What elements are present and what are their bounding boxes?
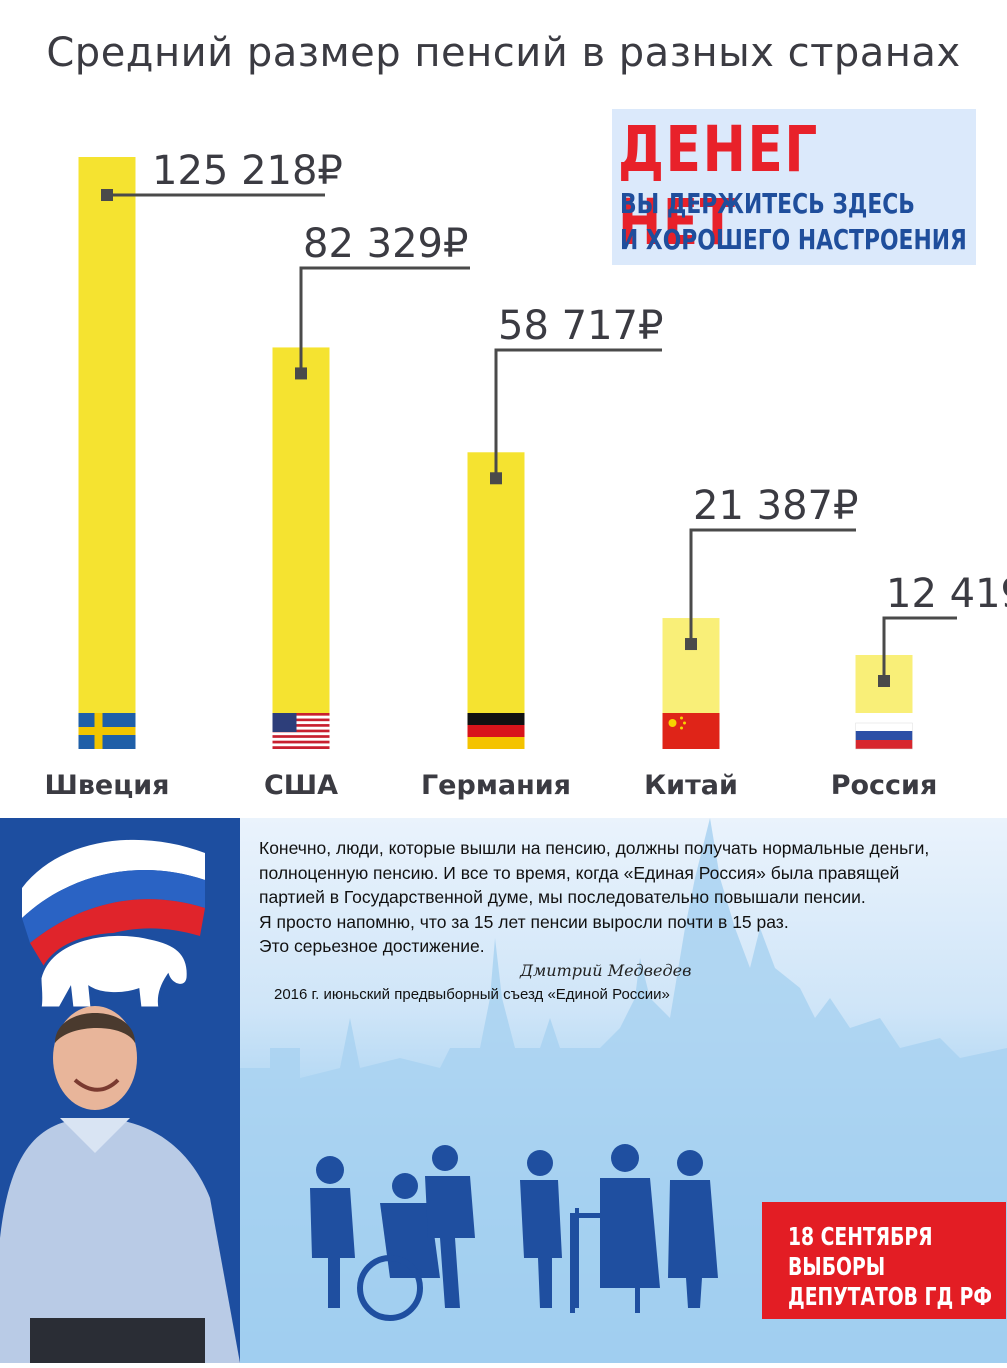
flag-ribbon-blue <box>22 869 205 943</box>
pension-bar-chart: 125 218₽ Швеция 82 329₽ США 58 717₽ Германия 2… <box>44 148 1007 801</box>
leader-line-1 <box>299 266 470 374</box>
quote-block: Конечно, люди, которые вышли на пенсию, … <box>259 836 999 959</box>
category-label-1: США <box>264 770 338 801</box>
leader-line-3 <box>689 528 856 645</box>
category-label-2: Германия <box>421 770 571 801</box>
category-label-0: Швеция <box>44 770 169 801</box>
usa-flag <box>272 713 330 749</box>
party-panel <box>0 818 240 1363</box>
category-label-4: Россия <box>831 770 938 801</box>
election-line-2: ВЫБОРЫ <box>788 1252 886 1281</box>
leader-line-4 <box>882 616 957 681</box>
bear-icon <box>38 932 190 1010</box>
russia-flag <box>855 722 913 750</box>
quote-line: Это серьезное достижение. <box>259 936 485 956</box>
leader-line-2 <box>494 348 662 479</box>
category-label-3: Китай <box>644 770 738 801</box>
bar-1 <box>272 347 330 713</box>
stamp-line-2: И ХОРОШЕГО НАСТРОЕНИЯ <box>620 223 967 256</box>
election-date: 18 СЕНТЯБРЯ <box>788 1222 933 1251</box>
bar-0 <box>78 157 136 713</box>
election-line-3: ДЕПУТАТОВ ГД РФ <box>788 1282 993 1311</box>
politician-portrait <box>0 1006 240 1363</box>
chart-title: Средний размер пенсий в разных странах <box>46 30 961 76</box>
germany-flag <box>467 713 525 749</box>
elderly-people-silhouettes <box>310 1144 718 1321</box>
flag-ribbon-red <box>30 899 205 968</box>
quote-line: полноценную пенсию. И все то время, когд… <box>259 862 900 883</box>
quote-line: партией в Государственной думе, мы после… <box>259 887 866 907</box>
data-label-0: 125 218₽ <box>152 148 343 194</box>
china-flag <box>662 713 720 749</box>
data-label-3: 21 387₽ <box>693 483 858 529</box>
quote-line: Я просто напомню, что за 15 лет пенсии в… <box>259 911 789 932</box>
flag-ribbon-white <box>22 839 205 918</box>
quote-line: Конечно, люди, которые вышли на пенсию, … <box>259 838 930 858</box>
no-money-stamp: ДЕНЕГ НЕТ ВЫ ДЕРЖИТЕСЬ ЗДЕСЬ И ХОРОШЕГО … <box>612 109 976 265</box>
party-logo-and-portrait <box>0 839 240 1363</box>
data-label-1: 82 329₽ <box>303 221 468 267</box>
data-label-4: 12 419₽ <box>886 571 1007 617</box>
stamp-headline: ДЕНЕГ НЕТ <box>618 113 819 259</box>
stamp-line-1: ВЫ ДЕРЖИТЕСЬ ЗДЕСЬ <box>620 187 915 220</box>
sweden-flag <box>78 713 136 749</box>
data-label-2: 58 717₽ <box>498 303 663 349</box>
quote-signature: Дмитрий Медведев <box>520 961 692 980</box>
quote-source: 2016 г. июньский предвыборный съезд «Еди… <box>274 986 670 1003</box>
election-banner: 18 СЕНТЯБРЯ ВЫБОРЫ ДЕПУТАТОВ ГД РФ <box>762 1202 1006 1319</box>
bar-2 <box>467 452 525 713</box>
